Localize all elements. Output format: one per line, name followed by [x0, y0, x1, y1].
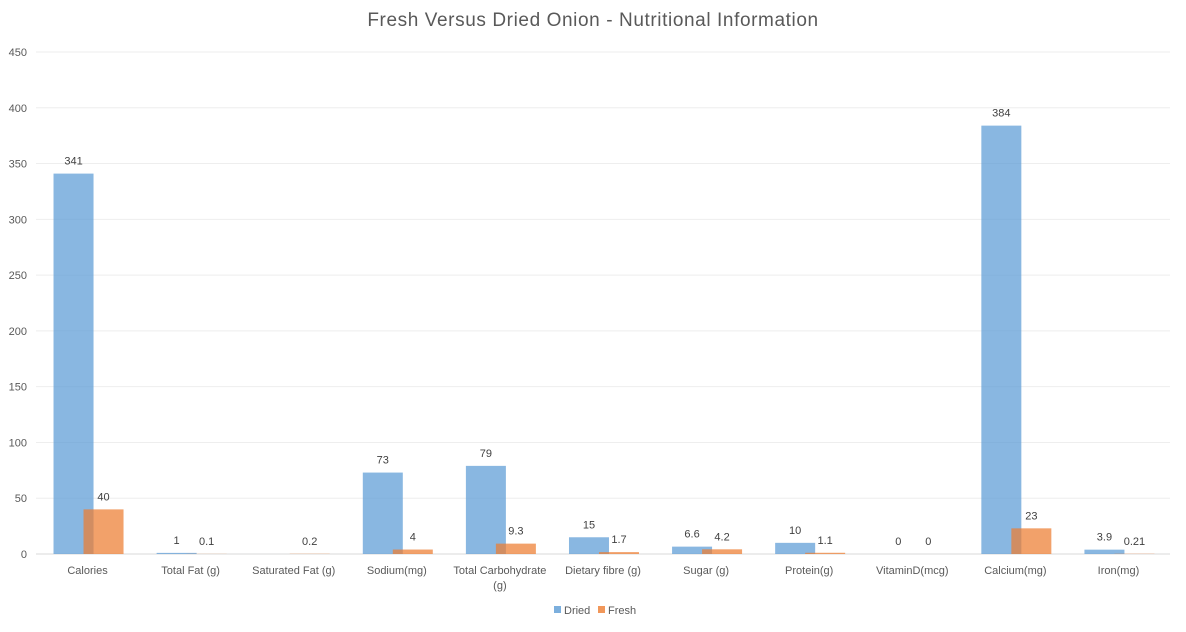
y-tick-label: 400: [9, 103, 27, 115]
fresh-bar: [805, 552, 846, 554]
x-tick-label: Calories: [67, 565, 108, 577]
y-tick-label: 50: [15, 493, 27, 505]
legend: Dried Fresh: [554, 605, 636, 617]
dried-data-label: 10: [789, 525, 801, 537]
dried-legend-swatch: [554, 606, 561, 613]
dried-bar: [53, 173, 94, 554]
dried-data-label: 1: [174, 535, 180, 547]
dried-bar: [362, 472, 403, 554]
dried-bar: [156, 552, 197, 554]
dried-data-label: 3.9: [1097, 532, 1112, 544]
fresh-bar: [1011, 528, 1052, 554]
x-tick-label: Total Carbohydrate: [453, 565, 546, 577]
x-tick-label: (g): [493, 580, 506, 592]
fresh-data-label: 4: [410, 532, 416, 544]
fresh-data-label: 9.3: [508, 526, 523, 538]
y-tick-label: 0: [21, 549, 27, 561]
dried-data-label: 6.6: [684, 529, 699, 541]
dried-data-label: 384: [992, 108, 1010, 120]
x-tick-label: Sodium(mg): [367, 565, 427, 577]
dried-bar: [465, 465, 506, 554]
dried-data-label: 79: [480, 448, 492, 460]
x-tick-label: Dietary fibre (g): [565, 565, 641, 577]
x-tick-label: VitaminD(mcg): [876, 565, 949, 577]
dried-bar: [672, 546, 713, 554]
y-tick-label: 200: [9, 326, 27, 338]
x-tick-label: Total Fat (g): [161, 565, 220, 577]
x-tick-label: Sugar (g): [683, 565, 729, 577]
y-tick-label: 250: [9, 270, 27, 282]
dried-bar: [981, 125, 1022, 555]
y-tick-label: 150: [9, 382, 27, 394]
fresh-data-label: 0.2: [302, 536, 317, 548]
chart-title: Fresh Versus Dried Onion - Nutritional I…: [367, 10, 819, 31]
dried-data-label: 341: [64, 156, 82, 168]
dried-bar: [775, 542, 816, 554]
x-tick-label: Saturated Fat (g): [252, 565, 335, 577]
fresh-data-label: 4.2: [714, 531, 729, 543]
fresh-bar: [495, 543, 536, 554]
dried-data-label: 0: [895, 536, 901, 548]
y-tick-label: 100: [9, 437, 27, 449]
fresh-data-label: 1.7: [611, 534, 626, 546]
dried-bar: [568, 537, 609, 554]
fresh-legend-label: Fresh: [608, 605, 636, 617]
fresh-bar: [392, 549, 433, 554]
x-tick-label: Iron(mg): [1098, 565, 1140, 577]
fresh-data-label: 40: [97, 491, 109, 503]
x-tick-label: Calcium(mg): [984, 565, 1046, 577]
fresh-legend-swatch: [598, 606, 605, 613]
fresh-data-label: 0.1: [199, 536, 214, 548]
y-tick-label: 450: [9, 47, 27, 59]
y-tick-label: 300: [9, 214, 27, 226]
fresh-data-label: 1.1: [818, 535, 833, 547]
fresh-bar: [83, 509, 124, 554]
bars: [53, 125, 1155, 555]
y-tick-label: 350: [9, 159, 27, 171]
data-labels: 341 40 1 0.1 0.2 73 4 79 9.3 15 1.7 6.6 4.2 10 1.1 0 0 38…: [64, 108, 1145, 548]
fresh-data-label: 0.21: [1124, 536, 1145, 548]
dried-data-label: 15: [583, 519, 595, 531]
x-tick-label: Protein(g): [785, 565, 833, 577]
fresh-bar: [598, 552, 639, 554]
dried-data-label: 73: [377, 455, 389, 467]
fresh-data-label: 0: [925, 536, 931, 548]
dried-bar: [1084, 549, 1125, 554]
dried-legend-label: Dried: [564, 605, 590, 617]
fresh-bar: [702, 549, 743, 554]
fresh-data-label: 23: [1025, 510, 1037, 522]
